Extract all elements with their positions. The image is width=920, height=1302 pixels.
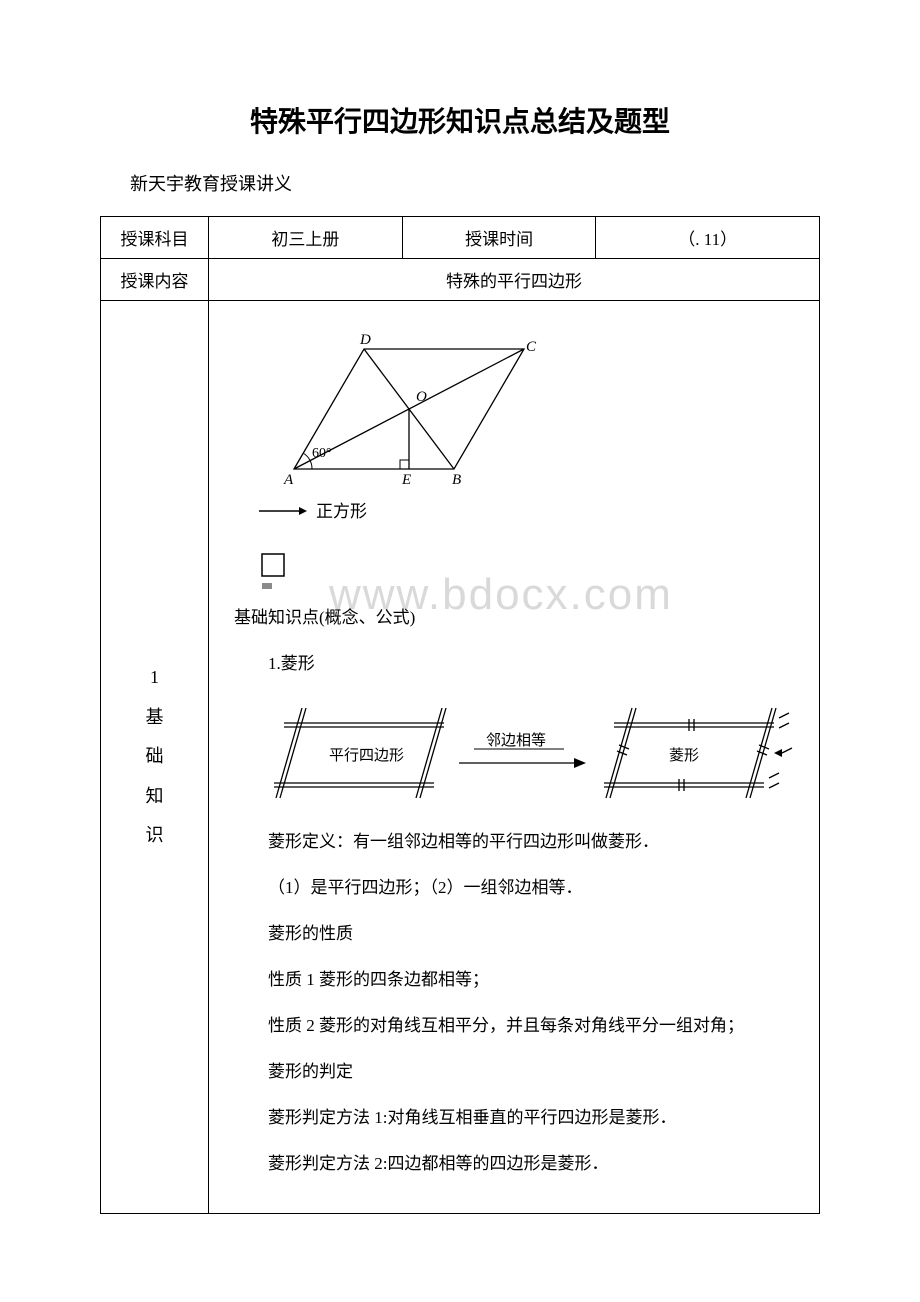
transform-right-label: 菱形	[669, 747, 699, 764]
judge2: 菱形判定方法 2:四边都相等的四边形是菱形．	[234, 1147, 794, 1181]
label-E: E	[401, 472, 411, 488]
left-l2: 础	[113, 737, 196, 777]
left-num: 1	[113, 658, 196, 698]
subject-value: 初三上册	[209, 217, 403, 259]
label-A: A	[283, 472, 294, 488]
time-label: 授课时间	[402, 217, 596, 259]
transform-arrow-label: 邻边相等	[486, 731, 546, 749]
rhombus-figure: D C A B E O 60° 1.	[274, 329, 794, 489]
label-D: D	[359, 332, 371, 348]
subject-label: 授课科目	[101, 217, 209, 259]
content-body: www.bdocx.com	[209, 301, 820, 1214]
def1: 菱形定义：有一组邻边相等的平行四边形叫做菱形．	[234, 825, 794, 859]
content-label: 授课内容	[101, 259, 209, 301]
left-l3: 知	[113, 777, 196, 817]
label-angle: 60°	[312, 446, 332, 461]
prop2: 性质 2 菱形的对角线互相平分，并且每条对角线平分一组对角；	[234, 1009, 794, 1043]
lesson-table: 授课科目 初三上册 授课时间 （. 11） 授课内容 特殊的平行四边形 1 基 …	[100, 216, 820, 1214]
judge1: 菱形判定方法 1:对角线互相垂直的平行四边形是菱形．	[234, 1101, 794, 1135]
square-block: 正方形	[254, 499, 794, 589]
label-B: B	[452, 472, 461, 488]
left-l4: 识	[113, 816, 196, 856]
prop1: 性质 1 菱形的四条边都相等；	[234, 963, 794, 997]
time-value: （. 11）	[596, 217, 820, 259]
label-O: O	[416, 389, 427, 405]
section-header: 基础知识点(概念、公式)	[234, 601, 794, 635]
transform-figure: 平行四边形 邻边相等	[274, 693, 794, 813]
def2: （1）是平行四边形；（2）一组邻边相等．	[234, 871, 794, 905]
label-C: C	[526, 339, 537, 355]
prop-header: 菱形的性质	[234, 917, 794, 951]
subtitle: 新天宇教育授课讲义	[100, 170, 820, 196]
square-label: 正方形	[316, 502, 367, 521]
left-column: 1 基 础 知 识	[101, 301, 209, 1214]
page-title: 特殊平行四边形知识点总结及题型	[100, 100, 820, 140]
left-l1: 基	[113, 698, 196, 738]
rhombus-header: 1.菱形	[234, 647, 794, 681]
content-value: 特殊的平行四边形	[209, 259, 820, 301]
judge-header: 菱形的判定	[234, 1055, 794, 1089]
transform-left-label: 平行四边形	[329, 747, 404, 764]
